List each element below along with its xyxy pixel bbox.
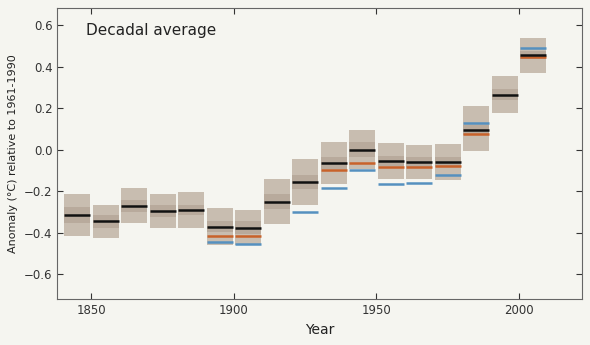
Bar: [235, 221, 261, 234]
Bar: [264, 194, 290, 209]
Y-axis label: Anomaly (°C) relative to 1961-1990: Anomaly (°C) relative to 1961-1990: [8, 55, 18, 253]
Bar: [349, 142, 375, 157]
Bar: [93, 215, 119, 228]
Bar: [520, 38, 546, 73]
Bar: [407, 146, 432, 179]
Bar: [463, 125, 489, 135]
Bar: [122, 199, 147, 212]
Bar: [492, 76, 517, 113]
Bar: [264, 179, 290, 225]
Bar: [435, 157, 461, 167]
Bar: [520, 51, 546, 59]
Text: Decadal average: Decadal average: [86, 23, 217, 38]
Bar: [64, 207, 90, 224]
Bar: [178, 205, 204, 215]
Bar: [293, 159, 318, 205]
Bar: [207, 208, 232, 245]
Bar: [407, 157, 432, 167]
Bar: [122, 188, 147, 224]
Bar: [463, 106, 489, 151]
Bar: [378, 144, 404, 179]
Bar: [93, 205, 119, 238]
Bar: [235, 210, 261, 245]
Bar: [492, 89, 517, 100]
Bar: [64, 194, 90, 236]
Bar: [178, 192, 204, 228]
Bar: [435, 145, 461, 180]
Bar: [378, 156, 404, 166]
Bar: [321, 157, 346, 169]
Bar: [321, 142, 346, 184]
Bar: [349, 130, 375, 169]
Bar: [207, 221, 232, 232]
Bar: [293, 175, 318, 189]
Bar: [150, 205, 176, 217]
X-axis label: Year: Year: [305, 323, 334, 337]
Bar: [150, 194, 176, 228]
